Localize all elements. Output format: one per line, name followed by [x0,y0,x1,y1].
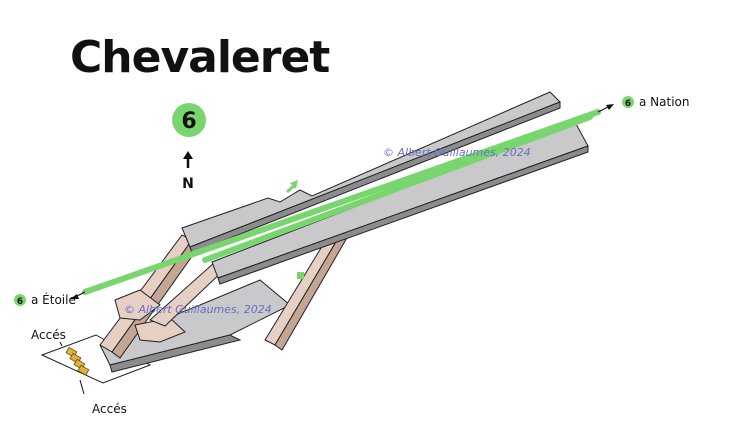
exit-label-bottom: Accés [92,402,127,416]
north-arrow-icon: N [182,151,194,192]
platform-north [181,91,561,254]
direction-label-west: 6 a Étoile [14,292,76,307]
watermark-top: © Albert Guillaumes, 2024 [383,146,531,159]
svg-text:6: 6 [625,99,631,109]
stair-marker [297,272,304,279]
watermark-bottom: © Albert Guillaumes, 2024 [124,303,272,316]
station-title: Chevaleret [70,32,330,83]
svg-text:a Nation: a Nation [639,95,689,109]
svg-text:a Étoile: a Étoile [31,292,76,307]
exit-arrow-icon [286,180,298,194]
direction-arrow-west-icon [70,291,86,299]
north-label: N [182,176,194,192]
track-line-6 [82,109,601,295]
svg-text:6: 6 [17,297,23,307]
access-gates-icon [65,346,90,376]
direction-label-east: 6 a Nation [622,95,689,109]
line-badge-large: 6 [172,103,206,137]
line-number: 6 [181,109,196,134]
direction-arrow-east-icon [597,104,614,113]
exit-label-top: Accés [31,328,66,342]
